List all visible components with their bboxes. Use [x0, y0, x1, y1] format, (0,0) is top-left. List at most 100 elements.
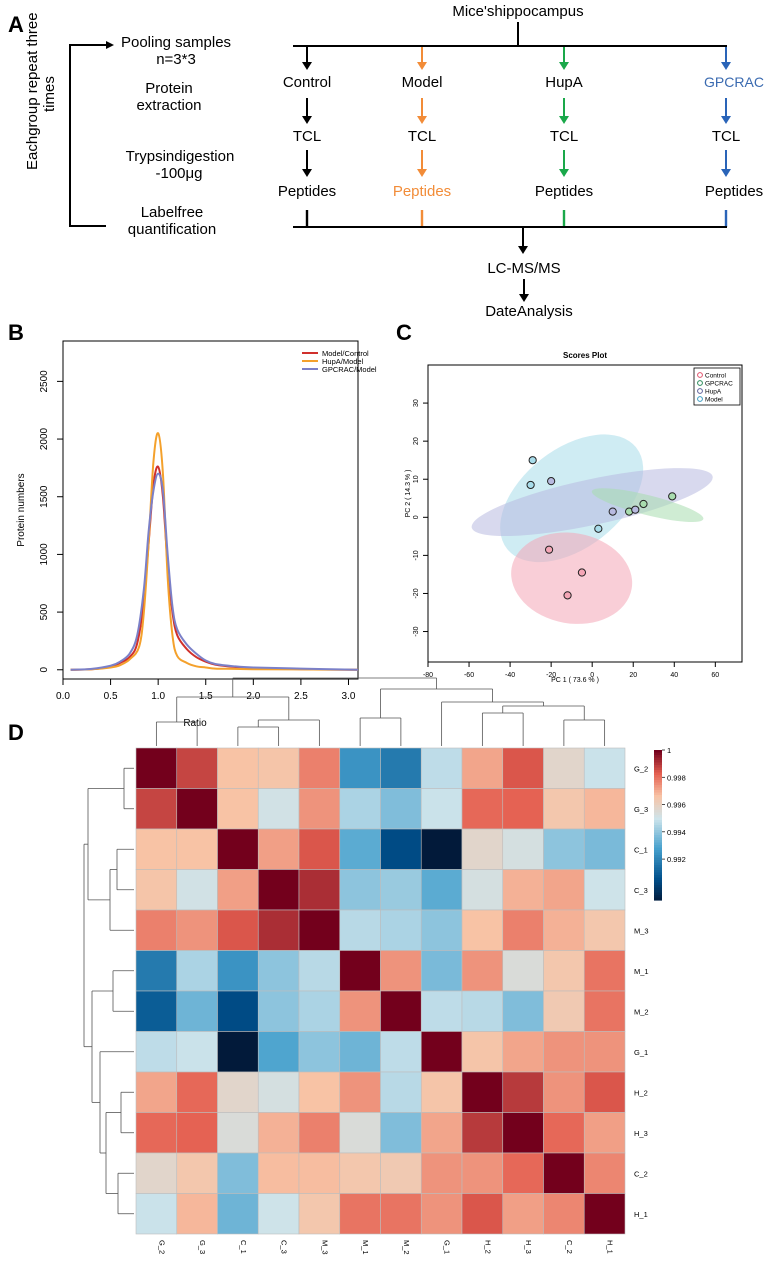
colorbar-segment	[654, 830, 662, 834]
heatmap-cell	[583, 828, 626, 870]
heatmap-cell	[217, 1193, 259, 1235]
arrow-top-model-head	[417, 62, 427, 70]
colorbar-segment	[654, 777, 662, 781]
heatmap-cell	[257, 747, 300, 789]
y-tick-label: 10	[413, 475, 420, 483]
ellipse-control	[511, 532, 633, 624]
colorbar-segment	[654, 865, 662, 869]
colorbar-segment	[654, 872, 662, 876]
colorbar-segment	[654, 857, 662, 861]
heatmap-cell	[543, 869, 585, 911]
col-label: M_2	[402, 1240, 411, 1255]
legend-box	[693, 367, 741, 406]
colorbar-segment	[654, 835, 662, 839]
col-label: M_3	[320, 1240, 329, 1255]
x-tick-label: 40	[670, 672, 678, 679]
colorbar-segment	[654, 832, 662, 836]
heatmap-cell	[135, 1071, 178, 1113]
step-trypsin: Trypsindigestion	[126, 148, 235, 165]
col-label: H_3	[524, 1240, 533, 1254]
heatmap-cell	[461, 747, 504, 789]
heatmap-cell	[339, 909, 381, 951]
point-hupa	[608, 507, 617, 516]
heatmap-cell	[583, 1152, 626, 1194]
colorbar-segment	[654, 840, 662, 844]
y-tick-label: 2500	[39, 370, 50, 393]
ellipse-hupa	[471, 468, 713, 537]
heatmap-cell	[339, 788, 381, 830]
heatmap-cell	[257, 990, 300, 1032]
panel-letter-a: A	[8, 12, 24, 37]
panel-d: D Ratio G_2 G_3 C_1 C_3 M_3 M_1 M_2 G_1 H_2 H_3 C_2…	[8, 677, 686, 1255]
heatmap-cell	[420, 1193, 463, 1235]
heatmap-cell	[176, 1152, 218, 1194]
step-quantification: quantification	[128, 221, 216, 238]
heatmap-cell	[583, 788, 626, 830]
step-extraction: extraction	[136, 97, 201, 114]
x-tick-label: -40	[505, 672, 515, 679]
heatmap-cell	[135, 1152, 178, 1194]
heatmap-cell	[502, 950, 544, 992]
flow-lcms-arrowhead	[518, 246, 528, 254]
heatmap-cell	[380, 990, 422, 1032]
colorbar-segment	[654, 800, 662, 804]
y-tick-label: 20	[413, 437, 420, 445]
heatmap-cell	[135, 950, 178, 992]
heatmap-cell	[583, 1071, 626, 1113]
group-tcl-hupa: TCL	[550, 128, 578, 145]
plot-frame	[62, 340, 359, 680]
row-label: M_2	[634, 1007, 649, 1016]
step-labelfree: Labelfree	[141, 204, 204, 221]
arrow-mid-model-head	[417, 116, 427, 124]
heatmap-cell	[380, 788, 422, 830]
colorbar-segment	[654, 787, 662, 791]
colorbar-segment	[654, 785, 662, 789]
panel-letter-d: D	[8, 720, 24, 745]
x-tick-label: 0.0	[56, 691, 70, 702]
arrow-mid-gpcrac-head	[721, 116, 731, 124]
series-line-1	[70, 432, 359, 671]
y-tick-label: -10	[413, 550, 420, 560]
arrow-top-gpcrac-head	[721, 62, 731, 70]
heatmap-cell	[257, 1152, 300, 1194]
heatmap-cell	[543, 788, 585, 830]
step-pooling: Pooling samples	[121, 34, 231, 51]
arrow-low-gpcrac-head	[721, 169, 731, 177]
heatmap-cell	[298, 950, 341, 992]
colorbar-segment	[654, 877, 662, 881]
heatmap-cell	[298, 788, 341, 830]
heatmap-cell	[583, 869, 626, 911]
heatmap-cell	[502, 909, 544, 951]
colorbar-label: 0.994	[667, 828, 686, 837]
heatmap-cell	[380, 1112, 422, 1154]
heatmap-cell	[135, 747, 178, 789]
colorbar-segment	[654, 750, 662, 754]
colorbar-segment	[654, 847, 662, 851]
heatmap-cell	[502, 1193, 544, 1235]
heatmap-cell	[380, 1071, 422, 1113]
colorbar-segment	[654, 887, 662, 891]
colorbar-segment	[654, 807, 662, 811]
y-tick-label: 0	[39, 667, 50, 673]
y-tick-label: 30	[413, 399, 420, 407]
colorbar-segment	[654, 822, 662, 826]
heatmap-cell	[420, 1152, 463, 1194]
point-control	[544, 545, 554, 554]
heatmap-cell	[461, 990, 504, 1032]
heatmap-cell	[583, 990, 626, 1032]
heatmap-cell	[461, 1152, 504, 1194]
group-peptides-control: Peptides	[278, 183, 336, 200]
colorbar-segment	[654, 882, 662, 886]
colorbar-label: 0.996	[667, 801, 686, 810]
col-label: G_3	[198, 1240, 207, 1254]
heatmap-cell	[298, 1112, 341, 1154]
x-tick-label: 1.0	[151, 691, 165, 702]
colorbar-label: 0.998	[667, 773, 686, 782]
heatmap-cell	[420, 909, 463, 951]
heatmap-cell	[420, 1031, 463, 1073]
flow-top-label: Mice'shippocampus	[452, 3, 583, 20]
heatmap-cell	[217, 1152, 259, 1194]
flow-lcms-label: LC-MS/MS	[487, 260, 560, 277]
heatmap-cell	[420, 747, 463, 789]
heatmap-cell	[420, 1071, 463, 1113]
